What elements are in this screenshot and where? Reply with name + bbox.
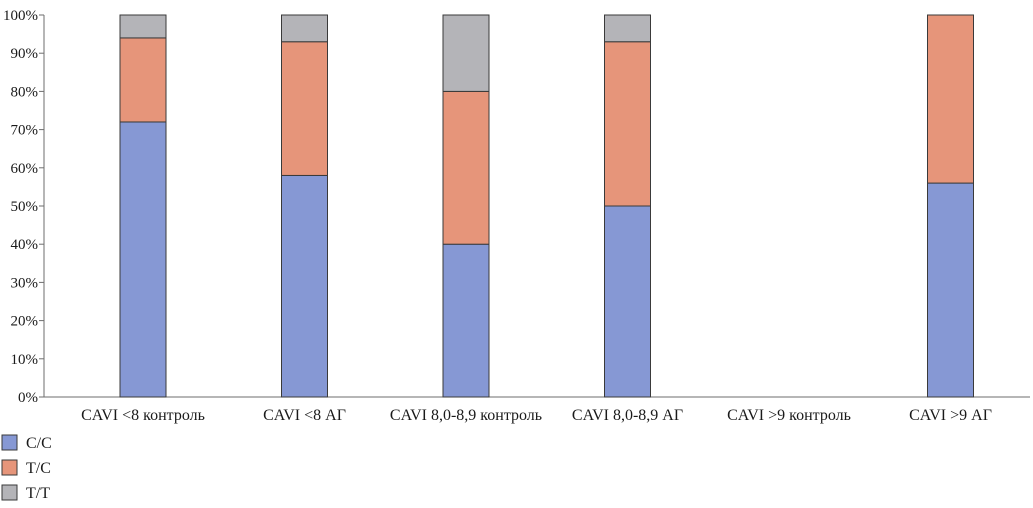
bar-segment-t-t [442, 14, 490, 92]
bar-segment-c-c [281, 174, 328, 398]
bar-segment-c-c [927, 182, 974, 398]
bar-segment-t-t [604, 14, 651, 43]
bar-segment-t-t [281, 14, 328, 43]
y-tick-label: 10% [11, 352, 39, 368]
legend-swatch [1, 484, 18, 501]
bar-segment-c-c [119, 121, 167, 398]
x-category-label: CAVI <8 АГ [263, 407, 346, 424]
x-category-label: CAVI 8,0-8,9 АГ [572, 407, 683, 424]
bar-segment-t-c [442, 90, 490, 245]
y-tick-label: 100% [3, 8, 38, 24]
y-tick-label: 70% [11, 123, 39, 139]
y-axis-ticks: 0% 10% 20% 30% 40% 50% 60% 70% 80% 90% 100% [3, 8, 44, 406]
legend-label: C/C [26, 435, 52, 452]
y-tick-label: 60% [11, 161, 39, 177]
y-tick-label: 90% [11, 46, 39, 62]
y-tick-label: 0% [18, 390, 38, 406]
legend-swatch [1, 434, 18, 451]
bars-group [119, 14, 974, 398]
bar-segment-c-c [442, 243, 490, 398]
legend: C/C T/C T/T [1, 434, 52, 502]
bar-segment-t-c [281, 41, 328, 176]
bar-segment-t-c [927, 14, 974, 184]
bar-segment-t-t [119, 14, 167, 39]
category-labels: CAVI <8 контроль CAVI <8 АГ CAVI 8,0-8,9 к… [81, 407, 992, 424]
legend-label: T/C [26, 460, 51, 477]
y-tick-label: 80% [11, 84, 39, 100]
bar-segment-t-c [119, 37, 167, 123]
bar-segment-c-c [604, 205, 651, 398]
x-category-label: CAVI 8,0-8,9 контроль [390, 407, 542, 424]
x-category-label: CAVI <8 контроль [81, 407, 205, 424]
y-tick-label: 20% [11, 314, 39, 330]
y-tick-label: 50% [11, 199, 39, 215]
y-tick-label: 40% [11, 237, 39, 253]
legend-label: T/T [26, 485, 50, 502]
bar-segment-t-c [604, 41, 651, 207]
x-category-label: CAVI >9 АГ [909, 407, 992, 424]
y-tick-label: 30% [11, 275, 39, 291]
legend-swatch [1, 459, 18, 476]
x-category-label: CAVI >9 контроль [727, 407, 851, 424]
